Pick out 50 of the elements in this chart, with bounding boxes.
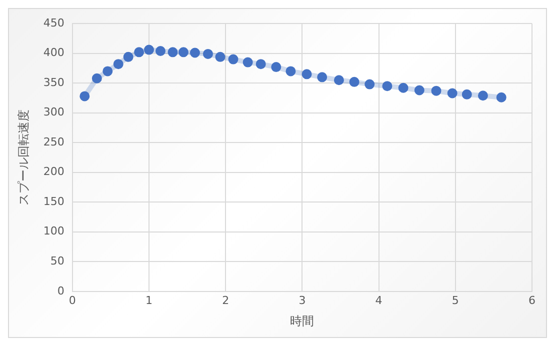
point [242, 57, 253, 68]
point [382, 81, 392, 92]
y-tick-label: 200 [43, 165, 64, 178]
point [80, 91, 90, 102]
x-tick-label: 2 [222, 294, 230, 307]
y-tick-label: 100 [43, 224, 64, 238]
x-tick-label: 0 [68, 294, 76, 307]
x-tick-label: 3 [298, 294, 306, 307]
y-tick-label: 150 [43, 194, 64, 208]
point [302, 69, 312, 80]
y-axis-title: スプール回転速度 [16, 110, 30, 206]
point [215, 52, 226, 62]
y-tick-label: 300 [43, 106, 64, 119]
point [398, 82, 408, 93]
point [317, 72, 328, 82]
x-tick-label: 4 [375, 294, 382, 307]
point [286, 66, 296, 76]
point [478, 90, 488, 101]
y-tick-label: 50 [50, 254, 64, 268]
point [431, 86, 442, 96]
point [113, 59, 124, 70]
x-tick-label: 5 [452, 294, 459, 307]
point [134, 47, 144, 58]
point [168, 47, 178, 58]
y-tick-label: 450 [43, 16, 64, 30]
point [228, 54, 238, 64]
point [155, 46, 166, 56]
point [447, 88, 458, 98]
point [178, 47, 188, 58]
point [496, 92, 506, 102]
point [92, 73, 102, 84]
x-tick-label: 1 [145, 294, 152, 307]
y-tick-label: 0 [57, 284, 64, 298]
y-tick-label: 400 [43, 46, 64, 60]
y-tick-label: 350 [43, 76, 64, 89]
point [414, 85, 424, 96]
point [271, 62, 282, 72]
point [334, 75, 344, 86]
x-tick-label: 6 [528, 294, 536, 307]
point [349, 76, 360, 87]
x-axis-title: 時間 [290, 314, 314, 328]
y-tick-label: 250 [43, 135, 64, 148]
point [462, 89, 472, 100]
point [123, 52, 134, 62]
point [102, 66, 113, 76]
point [256, 59, 266, 70]
point [144, 44, 154, 55]
point [202, 48, 213, 59]
point [190, 48, 200, 58]
point [364, 79, 375, 90]
